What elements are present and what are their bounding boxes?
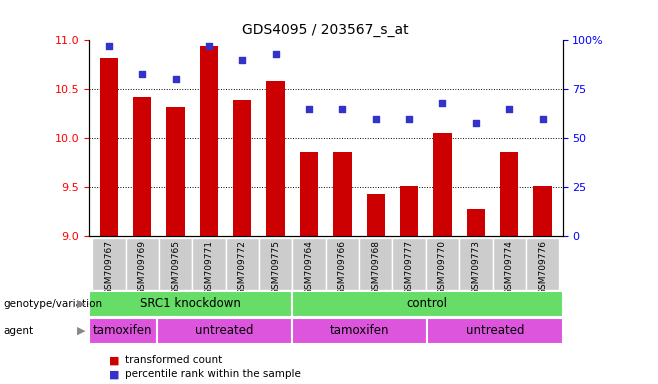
Bar [333, 152, 351, 236]
Text: GSM709773: GSM709773 [471, 240, 480, 295]
Point [337, 106, 347, 112]
Text: GSM709764: GSM709764 [305, 240, 313, 295]
Text: tamoxifen: tamoxifen [93, 324, 153, 337]
FancyBboxPatch shape [459, 238, 493, 290]
FancyBboxPatch shape [157, 318, 292, 344]
Text: GSM709765: GSM709765 [171, 240, 180, 295]
FancyBboxPatch shape [292, 238, 326, 290]
Text: GSM709772: GSM709772 [238, 240, 247, 295]
Point [137, 71, 147, 77]
Bar [233, 100, 251, 236]
Point [170, 76, 181, 83]
Text: ▶: ▶ [77, 326, 85, 336]
FancyBboxPatch shape [159, 238, 192, 290]
FancyBboxPatch shape [292, 318, 427, 344]
Text: GSM709775: GSM709775 [271, 240, 280, 295]
Bar [166, 107, 185, 236]
FancyBboxPatch shape [126, 238, 159, 290]
Bar [500, 152, 519, 236]
Text: GSM709767: GSM709767 [105, 240, 113, 295]
Text: ■: ■ [109, 355, 119, 365]
Text: untreated: untreated [466, 324, 524, 337]
Bar [99, 58, 118, 236]
Bar [467, 209, 485, 236]
Text: GSM709771: GSM709771 [205, 240, 213, 295]
Text: percentile rank within the sample: percentile rank within the sample [125, 369, 301, 379]
Text: control: control [407, 297, 447, 310]
FancyBboxPatch shape [359, 238, 392, 290]
Text: GSM709777: GSM709777 [405, 240, 414, 295]
Text: untreated: untreated [195, 324, 253, 337]
FancyBboxPatch shape [526, 238, 559, 290]
Text: agent: agent [3, 326, 34, 336]
FancyBboxPatch shape [493, 238, 526, 290]
Text: GSM709774: GSM709774 [505, 240, 514, 295]
Point [538, 116, 548, 122]
FancyBboxPatch shape [427, 318, 563, 344]
Point [437, 100, 447, 106]
FancyBboxPatch shape [89, 291, 292, 317]
FancyBboxPatch shape [426, 238, 459, 290]
Point [103, 43, 114, 49]
Text: SRC1 knockdown: SRC1 knockdown [140, 297, 241, 310]
FancyBboxPatch shape [292, 291, 563, 317]
FancyBboxPatch shape [392, 238, 426, 290]
Text: GSM709770: GSM709770 [438, 240, 447, 295]
Bar [534, 186, 552, 236]
Text: transformed count: transformed count [125, 355, 222, 365]
Point [270, 51, 281, 57]
Point [470, 119, 481, 126]
Bar [266, 81, 285, 236]
Title: GDS4095 / 203567_s_at: GDS4095 / 203567_s_at [242, 23, 409, 36]
Text: GSM709776: GSM709776 [538, 240, 547, 295]
Bar [400, 186, 418, 236]
Text: genotype/variation: genotype/variation [3, 299, 103, 309]
Point [304, 106, 315, 112]
FancyBboxPatch shape [259, 238, 292, 290]
FancyBboxPatch shape [192, 238, 226, 290]
Text: ▶: ▶ [77, 299, 85, 309]
Text: GSM709766: GSM709766 [338, 240, 347, 295]
Bar [367, 194, 385, 236]
Point [404, 116, 415, 122]
Point [504, 106, 515, 112]
Bar [434, 133, 451, 236]
Point [237, 57, 247, 63]
Text: GSM709769: GSM709769 [138, 240, 147, 295]
FancyBboxPatch shape [326, 238, 359, 290]
Text: GSM709768: GSM709768 [371, 240, 380, 295]
Bar [200, 46, 218, 236]
Bar [300, 152, 318, 236]
FancyBboxPatch shape [92, 238, 126, 290]
Text: ■: ■ [109, 369, 119, 379]
FancyBboxPatch shape [226, 238, 259, 290]
Point [370, 116, 381, 122]
Text: tamoxifen: tamoxifen [330, 324, 390, 337]
FancyBboxPatch shape [89, 318, 157, 344]
Point [204, 43, 215, 49]
Bar [133, 97, 151, 236]
